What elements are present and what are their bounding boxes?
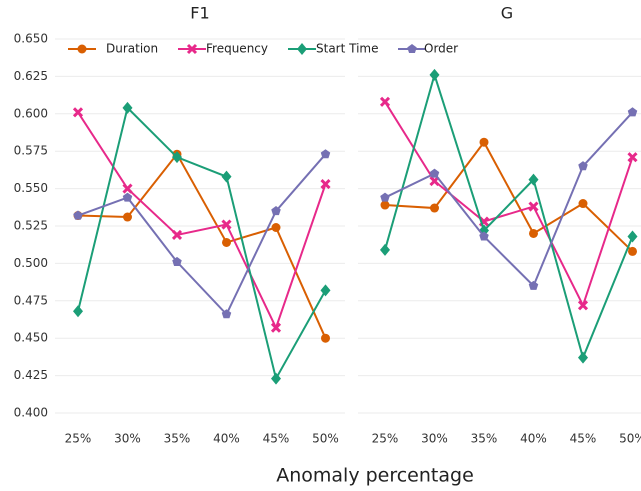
data-point [72,107,84,118]
data-point [528,280,539,290]
y-tick-label: 0.650 [14,32,48,46]
data-point [577,300,589,311]
data-point [479,137,489,147]
data-point [380,243,390,256]
data-point [528,173,539,186]
x-tick-label: 25% [372,432,399,446]
series-line [77,152,327,339]
data-point [320,284,331,297]
x-tick-label: 25% [65,432,92,446]
data-point [221,170,232,183]
legend-marker [186,43,198,55]
data-point [380,200,390,210]
data-point [320,179,331,190]
series-line [384,111,634,288]
series-line [384,101,634,308]
x-tick-label: 35% [471,432,498,446]
data-point [122,101,133,114]
data-point [270,322,282,333]
series-line [384,140,634,253]
series-line [77,153,327,317]
x-tick-label: 40% [520,432,547,446]
data-point [172,256,182,266]
y-tick-label: 0.450 [14,331,48,345]
data-point [429,168,440,178]
data-point [380,192,390,202]
series-line [77,105,327,382]
data-point [529,228,538,238]
data-point [123,212,132,222]
data-point [627,107,638,117]
y-tick-label: 0.525 [14,219,48,233]
legend-marker [77,44,87,54]
data-point [578,351,588,364]
data-point [73,305,83,318]
x-axis-label: Anomaly percentage [276,465,474,487]
legend-label: Start Time [316,42,379,56]
data-point [429,68,440,81]
data-point [122,192,133,202]
data-point [321,333,330,343]
legend-label: Frequency [206,42,268,56]
data-point [320,149,331,159]
data-point [627,152,638,163]
x-tick-label: 45% [570,432,597,446]
series-line [77,111,327,331]
data-point [171,229,183,241]
y-tick-label: 0.550 [14,181,48,195]
y-tick-label: 0.475 [14,293,48,307]
data-point [271,222,281,232]
y-tick-label: 0.425 [14,368,48,382]
y-tick-label: 0.625 [14,69,48,83]
y-tick-label: 0.400 [14,406,48,420]
legend-label: Order [424,42,458,56]
x-tick-label: 30% [114,432,141,446]
x-tick-label: 40% [213,432,240,446]
data-point [222,237,231,247]
data-point [221,309,232,319]
data-point [628,246,637,256]
data-point [379,96,391,107]
data-point [479,231,489,241]
x-tick-label: 50% [312,432,339,446]
y-tick-label: 0.575 [14,144,48,158]
x-tick-label: 35% [164,432,191,446]
legend-label: Duration [106,42,158,56]
x-tick-label: 30% [421,432,448,446]
data-point [122,183,133,194]
x-tick-label: 45% [263,432,290,446]
data-point [271,206,281,216]
y-tick-label: 0.500 [14,256,48,270]
legend-marker [297,43,307,55]
panel-title: G [501,4,513,23]
data-point [578,161,588,171]
data-point [172,151,182,164]
data-point [430,203,439,213]
data-point [271,372,281,385]
data-point [528,201,539,212]
data-point [578,199,588,209]
panel-title: F1 [190,4,209,23]
data-point [221,219,232,230]
legend-marker [407,44,417,54]
y-tick-label: 0.600 [14,106,48,120]
series-line [384,71,634,361]
data-point [73,210,83,220]
x-tick-label: 50% [619,432,641,446]
data-point [627,230,638,243]
